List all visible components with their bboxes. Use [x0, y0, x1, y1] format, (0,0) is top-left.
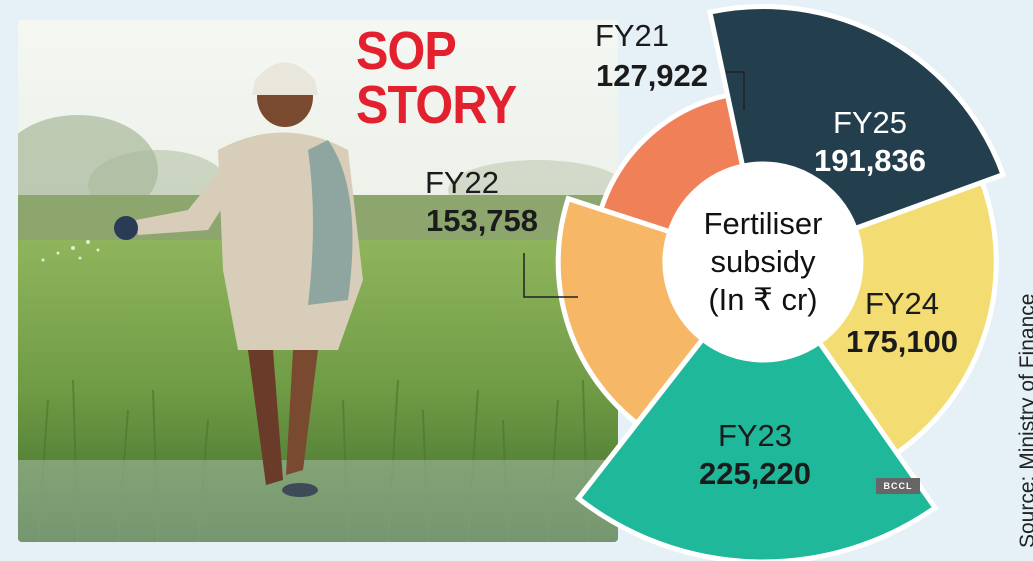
headline: SOP STORY [356, 24, 534, 132]
leader-line-fy22 [523, 253, 578, 298]
label-fy21: FY21 [595, 18, 669, 53]
segment-fy22 [555, 195, 707, 427]
value-fy25: 191,836 [814, 143, 926, 178]
segment-fy23 [574, 335, 939, 561]
center-label-line-1: Fertiliser [704, 206, 823, 241]
value-fy24: 175,100 [846, 324, 958, 359]
headline-line-1: SOP [356, 21, 457, 81]
value-fy21: 127,922 [596, 58, 708, 93]
label-fy24: FY24 [865, 286, 939, 321]
label-fy25: FY25 [833, 105, 907, 140]
segment-fy24 [815, 179, 999, 457]
segment-fy25 [706, 3, 1007, 232]
label-fy22: FY22 [425, 165, 499, 200]
center-label-line-2: subsidy [710, 244, 816, 279]
center-label-line-3: (In ₹ cr) [708, 282, 817, 317]
label-fy23: FY23 [718, 418, 792, 453]
segment-fy21 [597, 92, 746, 235]
value-fy22: 153,758 [426, 203, 538, 238]
leader-line-fy21 [726, 71, 745, 110]
headline-line-2: STORY [356, 75, 517, 135]
photo-credit-badge: BCCL [876, 478, 920, 494]
source-note: Source: Ministry of Finance [1016, 293, 1033, 548]
farmer-photo [18, 20, 618, 542]
center-circle [667, 166, 859, 358]
value-fy23: 225,220 [699, 456, 811, 491]
